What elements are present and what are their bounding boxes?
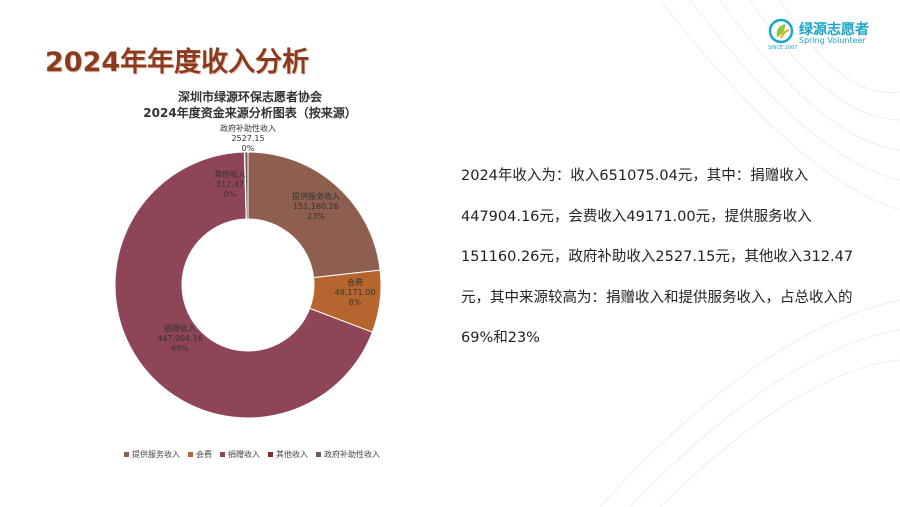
legend-label: 会费: [196, 450, 212, 459]
pie-slice: [247, 151, 381, 279]
slice-percent-label: 23%: [307, 212, 325, 221]
pie-slice: [309, 269, 382, 333]
legend-label: 政府补助性收入: [324, 450, 380, 459]
chart-subtitle: 2024年度资金来源分析图表（按来源）: [143, 106, 357, 120]
slice-value-label: 2527.15: [231, 134, 264, 143]
legend-item: 其他收入: [268, 449, 308, 460]
brand-logo: 绿源志愿者 Spring Volunteer SINCE 2007: [768, 14, 878, 51]
slice-percent-label: 8%: [349, 298, 362, 307]
legend-item: 捐赠收入: [220, 449, 260, 460]
chart-legend: 提供服务收入 会费 捐赠收入 其他收入 政府补助性收入: [124, 449, 380, 460]
legend-swatch: [124, 452, 129, 457]
legend-swatch: [316, 452, 321, 457]
legend-label: 捐赠收入: [228, 450, 260, 459]
slice-name-label: 捐赠收入: [164, 323, 196, 333]
chart-title: 深圳市绿源环保志愿者协会: [177, 90, 322, 104]
legend-label: 提供服务收入: [132, 450, 180, 459]
slice-name-label: 会费: [347, 277, 363, 287]
slice-value-label: 312.47: [216, 180, 244, 189]
pie-slice: [244, 151, 249, 220]
legend-swatch: [188, 452, 193, 457]
legend-item: 会费: [188, 449, 212, 460]
legend-item: 政府补助性收入: [316, 449, 380, 460]
slice-value-label: 447,904.16: [157, 334, 203, 343]
logo-since-text: SINCE 2007: [768, 45, 798, 51]
slice-name-label: 提供服务收入: [292, 191, 340, 201]
slice-name-label: 其他收入: [214, 169, 246, 179]
leaf-logo-icon: [768, 18, 794, 44]
legend-label: 其他收入: [276, 450, 308, 459]
pie-slice: [114, 151, 374, 419]
logo-english-name: Spring Volunteer: [799, 36, 866, 45]
legend-swatch: [220, 452, 225, 457]
pie-slice: [243, 151, 247, 220]
legend-item: 提供服务收入: [124, 449, 180, 460]
slice-name-label: 政府补助性收入: [220, 123, 276, 133]
page-title: 2024年年度收入分析: [45, 47, 310, 78]
slice-value-label: 49,171.00: [335, 288, 376, 297]
logo-chinese-name: 绿源志愿者: [799, 22, 869, 38]
slice-value-label: 151,160.26: [293, 202, 339, 211]
income-summary-text: 2024年收入为：收入651075.04元，其中：捐赠收入447904.16元，…: [461, 168, 854, 346]
slice-percent-label: 0%: [224, 190, 237, 199]
slice-percent-label: 69%: [171, 344, 189, 353]
legend-swatch: [268, 452, 273, 457]
slice-percent-label: 0%: [242, 144, 255, 153]
